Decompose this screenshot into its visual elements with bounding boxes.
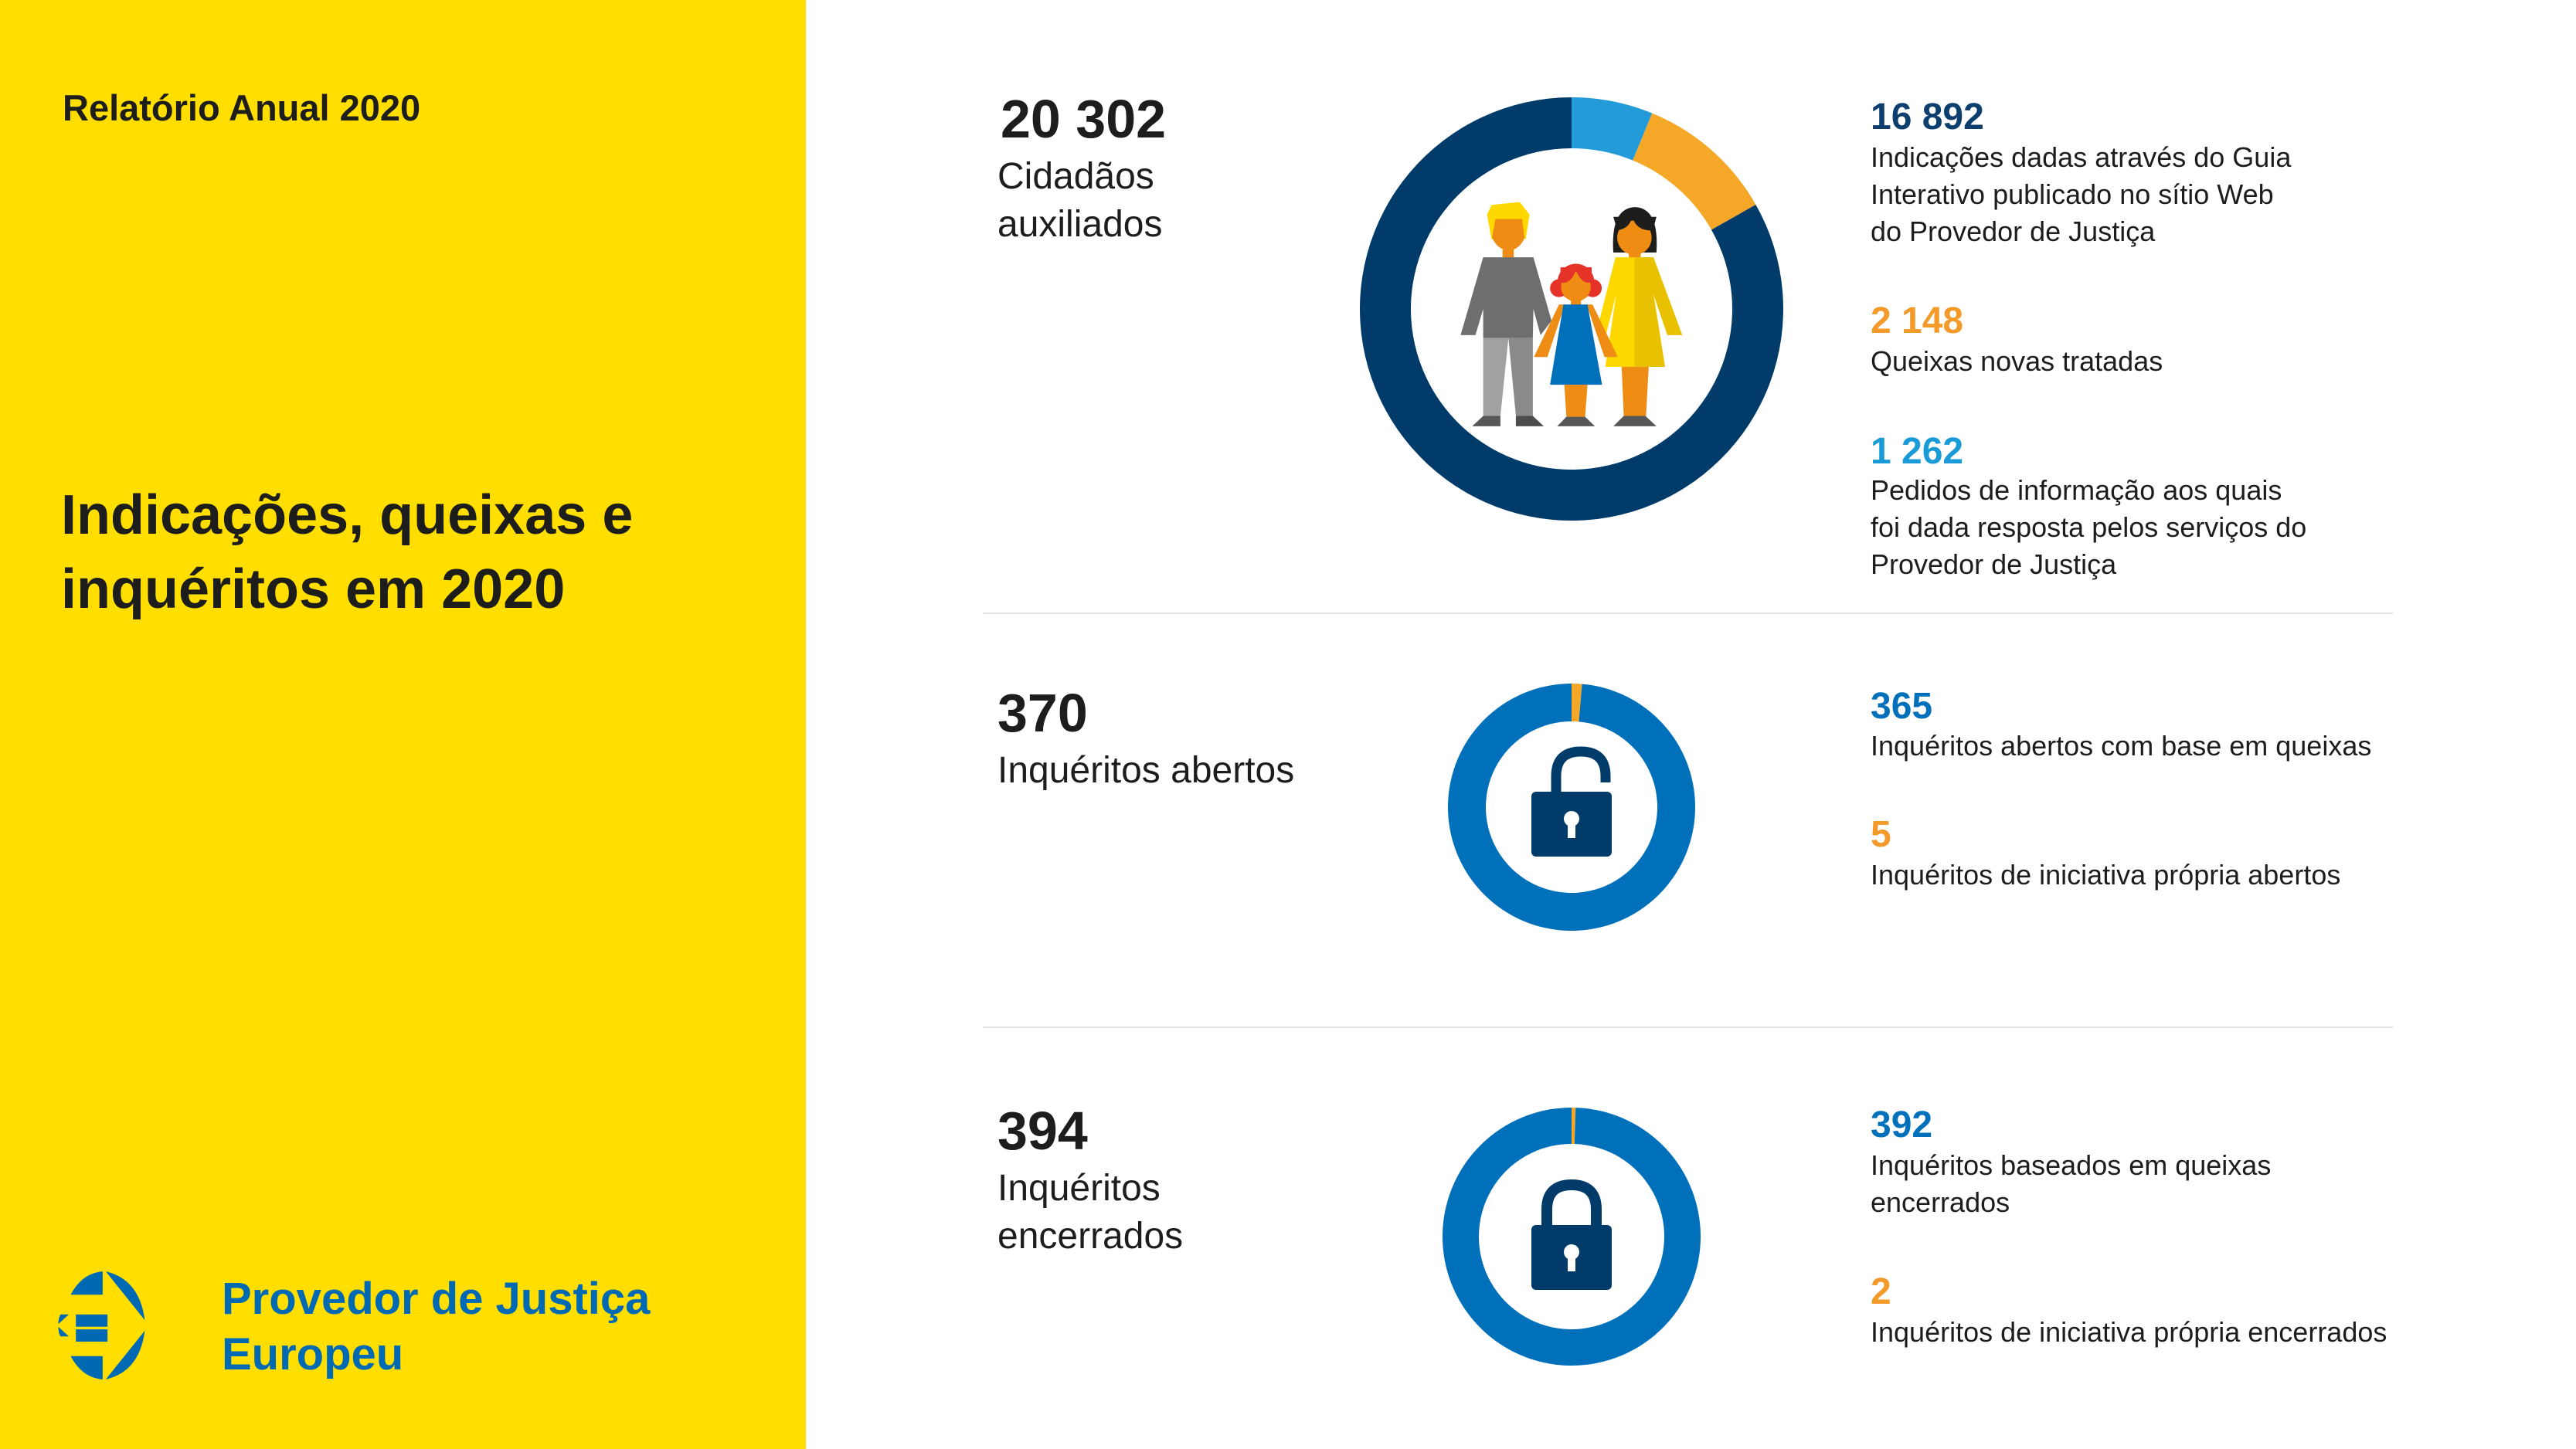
- stat-description: Indicações dadas através do Guia Interat…: [1871, 139, 2291, 250]
- desc-line: Provedor de Justiça: [1871, 548, 2117, 580]
- stat-item: 1 262 Pedidos de informação aos quais fo…: [1871, 433, 2306, 583]
- label-line: encerrados: [997, 1216, 1184, 1257]
- label-line: Inquéritos abertos: [997, 750, 1295, 791]
- donut-slice: [1572, 684, 1582, 722]
- stat-item: 392 Inquéritos baseados em queixas encer…: [1871, 1106, 2271, 1221]
- stat-value: 5: [1871, 814, 1891, 855]
- desc-line: Pedidos de informação aos quais: [1871, 474, 2282, 506]
- desc-line: Inquéritos abertos com base em queixas: [1871, 730, 2372, 762]
- desc-line: do Provedor de Justiça: [1871, 215, 2156, 247]
- family-icon: [1460, 202, 1683, 426]
- ombudsman-logo-icon: [58, 1271, 145, 1379]
- donut-slice: [1572, 1108, 1576, 1145]
- stat-item: 2 Inquéritos de iniciativa própria encer…: [1871, 1273, 2387, 1351]
- stat-item: 5 Inquéritos de iniciativa própria abert…: [1871, 816, 2340, 894]
- stat-value: 2 148: [1871, 300, 1964, 341]
- citizens-total-label: Cidadãos auxiliados: [997, 153, 1162, 249]
- page-title: Indicações, queixas e inquéritos em 2020: [61, 478, 633, 626]
- donut-slice: [1572, 97, 1653, 161]
- report-label: Relatório Anual 2020: [63, 87, 421, 128]
- opened-inquiries-label: Inquéritos abertos: [997, 747, 1294, 795]
- desc-line: Inquéritos baseados em queixas: [1871, 1149, 2272, 1181]
- desc-line: encerrados: [1871, 1186, 2010, 1218]
- stat-item: 365 Inquéritos abertos com base em queix…: [1871, 687, 2371, 765]
- closed-padlock-icon: [1531, 1179, 1612, 1290]
- logo-line: Europeu: [222, 1329, 404, 1379]
- stat-value: 1 262: [1871, 431, 1964, 472]
- donut-slice: [1633, 113, 1756, 230]
- citizens-total: 20 302: [1001, 89, 1167, 149]
- stat-description: Inquéritos de iniciativa própria abertos: [1871, 857, 2340, 894]
- title-line: inquéritos em 2020: [61, 558, 566, 620]
- stat-value: 16 892: [1871, 97, 1984, 137]
- desc-line: Inquéritos de iniciativa própria abertos: [1871, 859, 2341, 891]
- stat-description: Inquéritos de iniciativa própria encerra…: [1871, 1314, 2387, 1351]
- open-padlock-icon: [1531, 746, 1612, 857]
- stat-description: Queixas novas tratadas: [1871, 343, 2163, 380]
- desc-line: Interativo publicado no sítio Web: [1871, 178, 2274, 210]
- stat-description: Inquéritos abertos com base em queixas: [1871, 728, 2371, 765]
- stat-item: 16 892 Indicações dadas através do Guia …: [1871, 98, 2291, 250]
- desc-line: Indicações dadas através do Guia: [1871, 141, 2292, 173]
- donut-slice: [1448, 684, 1695, 931]
- desc-line: Inquéritos de iniciativa própria encerra…: [1871, 1316, 2387, 1348]
- closed-inquiries-label: Inquéritos encerrados: [997, 1165, 1183, 1261]
- label-line: auxiliados: [997, 204, 1163, 245]
- label-line: Inquéritos: [997, 1168, 1161, 1209]
- stat-value: 2: [1871, 1271, 1891, 1312]
- stat-value: 392: [1871, 1105, 1933, 1145]
- left-panel: [0, 0, 806, 1449]
- stat-value: 365: [1871, 686, 1933, 727]
- section-divider: [983, 1027, 2393, 1028]
- stat-description: Inquéritos baseados em queixas encerrado…: [1871, 1147, 2271, 1221]
- desc-line: Queixas novas tratadas: [1871, 345, 2163, 377]
- desc-line: foi dada resposta pelos serviços do: [1871, 511, 2307, 543]
- title-line: Indicações, queixas e: [61, 484, 634, 546]
- stat-description: Pedidos de informação aos quais foi dada…: [1871, 472, 2306, 583]
- closed-inquiries-total: 394: [997, 1101, 1088, 1161]
- logo-line: Provedor de Justiça: [222, 1274, 651, 1324]
- logo-text: Provedor de Justiça Europeu: [222, 1271, 650, 1383]
- stat-item: 2 148 Queixas novas tratadas: [1871, 302, 2163, 380]
- section-divider: [983, 613, 2393, 614]
- opened-inquiries-total: 370: [997, 683, 1088, 743]
- label-line: Cidadãos: [997, 156, 1154, 197]
